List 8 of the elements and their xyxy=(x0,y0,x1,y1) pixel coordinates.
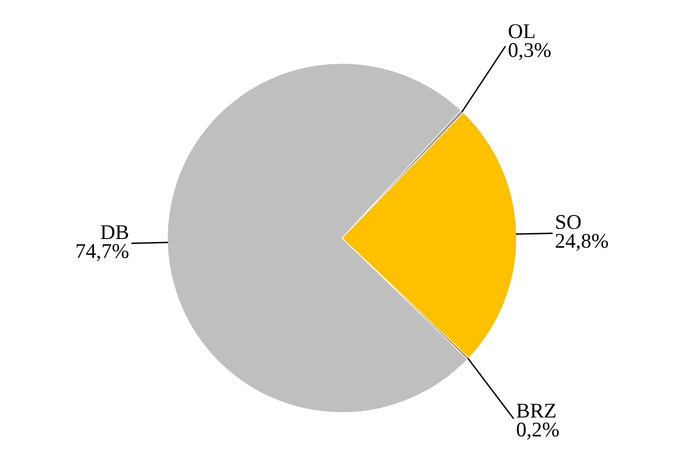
slice-label: DB xyxy=(100,225,128,240)
slice-label: SO xyxy=(556,215,581,230)
slice-label: BRZ xyxy=(516,404,556,418)
data-label: 24,8% xyxy=(556,234,608,251)
data-label: 0,3% xyxy=(508,43,551,60)
slice-label: OL xyxy=(508,24,534,38)
data-label: 74,7% xyxy=(76,244,128,262)
data-label: 0,2% xyxy=(516,422,559,440)
